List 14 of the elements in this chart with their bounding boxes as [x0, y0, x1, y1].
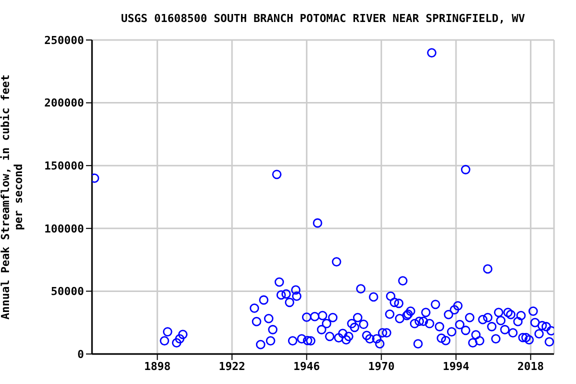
- x-tick-label: 1922: [218, 360, 246, 373]
- x-tick-label: 1946: [293, 360, 320, 373]
- y-tick-label: 150000: [44, 160, 84, 173]
- y-tick-label: 250000: [44, 34, 84, 47]
- x-tick-label: 1994: [442, 360, 470, 373]
- y-tick-label: 0: [77, 348, 84, 361]
- y-tick-label: 50000: [50, 285, 84, 298]
- x-tick-label: 1898: [144, 360, 171, 373]
- x-tick-label: 2018: [517, 360, 544, 373]
- x-tick-label: 1970: [368, 360, 395, 373]
- y-tick-label: 100000: [44, 222, 84, 236]
- y-tick-label: 200000: [44, 96, 84, 110]
- chart-title: USGS 01608500 SOUTH BRANCH POTOMAC RIVER NEAR SPRINGFIELD, WV: [120, 12, 526, 25]
- y-axis-title: Annual Peak Streamflow, in cubic feet per second: [0, 74, 25, 320]
